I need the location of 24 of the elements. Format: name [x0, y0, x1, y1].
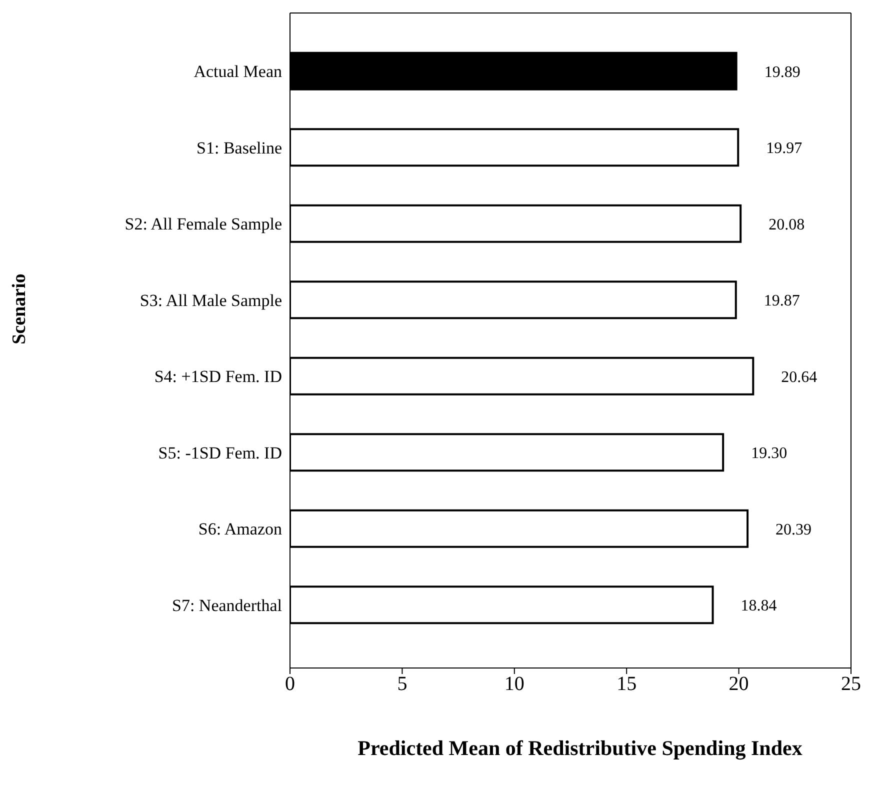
y-tick-label: S4: +1SD Fem. ID — [154, 367, 282, 386]
y-tick-label: S5: -1SD Fem. ID — [158, 443, 282, 462]
y-tick-label: Actual Mean — [194, 62, 282, 82]
data-label: 20.08 — [768, 216, 805, 234]
x-tick-label: 25 — [841, 673, 861, 696]
y-axis-title: Scenario — [9, 272, 31, 346]
x-axis-title: Predicted Mean of Redistributive Spending Index — [356, 736, 804, 761]
y-tick-label: S2: All Female Sample — [124, 214, 282, 234]
data-label: 20.64 — [781, 368, 818, 386]
y-tick-label: S1: Baseline — [196, 138, 282, 158]
x-tick-label: 20 — [728, 673, 749, 696]
data-label: 19.89 — [764, 64, 800, 81]
y-tick-label: S3: All Male Sample — [140, 290, 282, 310]
x-tick-label: 5 — [397, 673, 408, 696]
y-tick-label: S6: Amazon — [198, 520, 282, 539]
data-label: 18.84 — [740, 598, 777, 615]
data-label: 19.97 — [766, 140, 802, 158]
x-tick-label: 15 — [616, 673, 637, 696]
y-tick-label: S7: Neanderthal — [172, 596, 282, 615]
data-label: 19.30 — [751, 445, 788, 462]
x-tick-label: 10 — [504, 673, 524, 696]
data-label: 19.87 — [764, 292, 800, 310]
data-label: 20.39 — [776, 521, 812, 538]
x-tick-label: 0 — [285, 673, 295, 696]
